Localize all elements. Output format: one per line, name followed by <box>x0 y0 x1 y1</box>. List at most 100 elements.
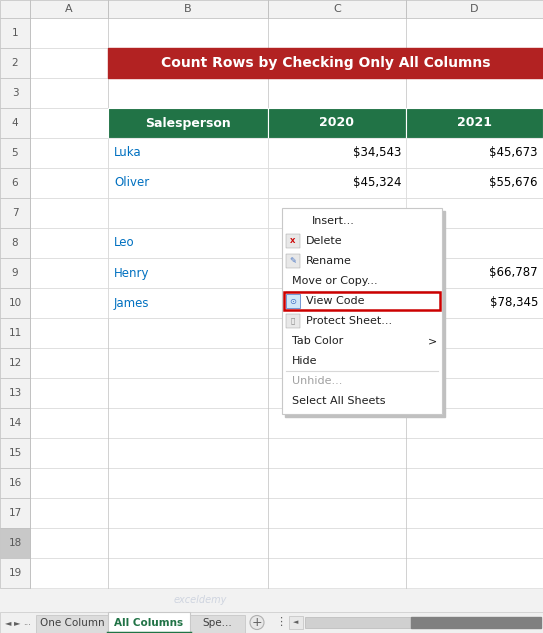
Bar <box>108 48 543 78</box>
Circle shape <box>250 615 264 629</box>
Bar <box>108 612 190 633</box>
Bar <box>286 314 300 328</box>
Text: >: > <box>428 336 437 346</box>
Text: 🔒: 🔒 <box>291 318 295 324</box>
Bar <box>30 108 543 138</box>
Bar <box>30 0 108 18</box>
Bar <box>108 198 268 228</box>
Text: 11: 11 <box>8 328 22 338</box>
Bar <box>406 138 543 168</box>
Text: 19: 19 <box>8 568 22 578</box>
Bar <box>30 228 543 258</box>
Text: Oliver: Oliver <box>114 177 149 189</box>
Bar <box>406 198 543 228</box>
Text: Tab Color: Tab Color <box>292 336 343 346</box>
Text: Hide: Hide <box>292 356 318 366</box>
Text: 10: 10 <box>9 298 22 308</box>
Bar <box>0 288 30 318</box>
Bar <box>282 208 442 414</box>
Bar <box>30 18 543 48</box>
Bar <box>286 254 300 268</box>
Bar <box>0 468 30 498</box>
Text: 15: 15 <box>8 448 22 458</box>
Text: $88,675: $88,675 <box>352 296 401 310</box>
Bar <box>268 258 406 288</box>
Text: D: D <box>470 4 479 14</box>
Text: ◄: ◄ <box>293 620 299 625</box>
Bar <box>0 48 30 78</box>
Text: A: A <box>65 4 73 14</box>
Bar <box>406 0 543 18</box>
Text: Move or Copy...: Move or Copy... <box>292 276 377 286</box>
Bar <box>406 288 543 318</box>
Text: 14: 14 <box>8 418 22 428</box>
Bar <box>108 108 268 138</box>
Text: View Code: View Code <box>306 296 364 306</box>
Bar <box>268 288 406 318</box>
Text: 18: 18 <box>8 538 22 548</box>
Text: 13: 13 <box>8 388 22 398</box>
Text: X: X <box>291 238 296 244</box>
Bar <box>0 78 30 108</box>
Text: Leo: Leo <box>114 237 135 249</box>
Bar <box>0 0 30 18</box>
Bar <box>286 234 300 248</box>
Text: $78,345: $78,345 <box>490 296 538 310</box>
Bar <box>30 48 543 78</box>
Bar <box>0 378 30 408</box>
Text: $34,543: $34,543 <box>352 146 401 160</box>
Bar <box>30 138 543 168</box>
Text: $45,324: $45,324 <box>352 177 401 189</box>
Bar <box>406 168 543 198</box>
Bar <box>190 615 245 633</box>
Text: 1: 1 <box>12 28 18 38</box>
Bar <box>0 138 30 168</box>
Bar <box>268 168 406 198</box>
Text: One Column: One Column <box>40 618 104 629</box>
Text: C: C <box>333 4 341 14</box>
Bar <box>30 468 543 498</box>
Text: 16: 16 <box>8 478 22 488</box>
Bar <box>30 498 543 528</box>
Bar <box>108 228 268 258</box>
Text: $55,676: $55,676 <box>489 177 538 189</box>
Bar <box>268 0 406 18</box>
Bar <box>30 318 543 348</box>
Bar <box>0 198 30 228</box>
Text: 5: 5 <box>12 148 18 158</box>
Text: James: James <box>114 296 149 310</box>
Bar <box>108 168 268 198</box>
Text: 12: 12 <box>8 358 22 368</box>
Bar <box>284 292 440 310</box>
Bar <box>108 288 268 318</box>
Bar <box>0 228 30 258</box>
Bar <box>406 108 543 138</box>
Text: ✎: ✎ <box>289 256 296 265</box>
Bar <box>286 294 300 308</box>
Bar <box>289 616 303 629</box>
Bar <box>108 258 268 288</box>
Bar <box>30 378 543 408</box>
Bar <box>0 348 30 378</box>
Bar <box>30 348 543 378</box>
Text: Spe...: Spe... <box>203 618 232 629</box>
Text: ►: ► <box>14 618 20 627</box>
Text: ◄: ◄ <box>5 618 11 627</box>
Text: 2020: 2020 <box>319 116 355 130</box>
Bar <box>108 0 268 18</box>
Bar <box>30 168 543 198</box>
Text: 2021: 2021 <box>457 116 492 130</box>
Bar <box>285 211 445 417</box>
Text: Luka: Luka <box>114 146 142 160</box>
Text: ⋮: ⋮ <box>275 618 287 627</box>
Text: ...: ... <box>23 618 31 627</box>
Text: Delete: Delete <box>306 236 343 246</box>
Text: exceldemy: exceldemy <box>173 595 226 605</box>
Text: $45,673: $45,673 <box>489 146 538 160</box>
Text: 7: 7 <box>12 208 18 218</box>
Text: All Columns: All Columns <box>115 618 184 627</box>
Text: ⊙: ⊙ <box>289 296 296 306</box>
Bar <box>30 258 543 288</box>
Text: 17: 17 <box>8 508 22 518</box>
Bar <box>406 228 543 258</box>
